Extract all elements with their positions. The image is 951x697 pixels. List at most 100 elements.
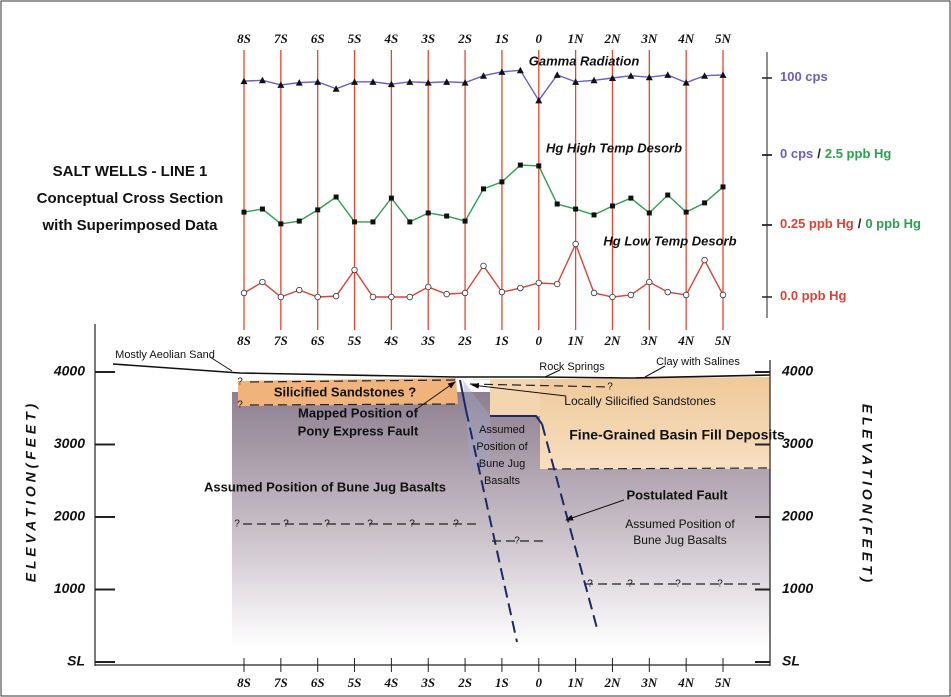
y-tick-label: 0 cps/2.5 ppb Hg (780, 146, 891, 161)
y-tick-label: 0 cps (780, 146, 813, 161)
marker (518, 285, 524, 291)
annotation: Clay with Salines (656, 356, 740, 368)
x-tick-label: 3S (420, 31, 435, 46)
marker (536, 280, 542, 286)
y-tick-label: 100 cps (780, 69, 828, 84)
x-tick-label: 0 (536, 31, 543, 46)
marker (573, 241, 579, 247)
marker (260, 279, 266, 285)
y-tick-label: 3000 (54, 435, 85, 451)
unknown-marker: ? (717, 579, 723, 590)
marker (444, 214, 449, 219)
unknown-marker: ? (283, 519, 289, 530)
x-tick-label: 6S (311, 31, 325, 46)
x-tick-label: 2N (604, 675, 622, 690)
x-tick-label: 1S (495, 333, 509, 348)
marker (260, 207, 265, 212)
marker (683, 292, 689, 298)
marker (297, 219, 302, 224)
marker (333, 293, 339, 299)
x-tick-label: 1N (568, 333, 585, 348)
marker (334, 195, 339, 200)
x-tick-label: 2N (604, 333, 622, 348)
y-axis-title: E L E V A T I O N ( F E E T ) (23, 403, 39, 582)
y-tick-label: 2000 (53, 508, 85, 524)
y-tick-label: 0.0 ppb Hg (780, 288, 847, 303)
marker (242, 210, 247, 215)
annotation: Bune Jug Basalts (633, 533, 726, 547)
x-tick-label: 5S (348, 675, 362, 690)
x-tick-label: 2S (457, 31, 472, 46)
annotation: Silicified Sandstones ? (274, 384, 416, 399)
marker (241, 290, 247, 296)
y-tick-label: 0.0 ppb Hg (780, 288, 847, 303)
x-tick-label: 3N (640, 31, 658, 46)
x-tick-label: 0 (536, 333, 543, 348)
x-tick-label: 7S (274, 675, 288, 690)
x-tick-label: 8S (237, 333, 251, 348)
marker (370, 219, 375, 224)
marker (407, 219, 412, 224)
unknown-marker: ? (587, 579, 593, 590)
unknown-marker: ? (234, 519, 240, 530)
annotation: Basalts (484, 475, 521, 487)
marker (407, 294, 413, 300)
marker (554, 281, 560, 287)
marker (628, 196, 633, 201)
series-label: Hg High Temp Desorb (546, 140, 682, 155)
y-tick-label: 2000 (781, 508, 813, 524)
marker (278, 294, 284, 300)
x-tick-label: 4N (677, 31, 695, 46)
x-tick-label: 1N (568, 675, 585, 690)
series-label: Hg Low Temp Desorb (603, 233, 736, 248)
unknown-marker: ? (367, 519, 373, 530)
marker (315, 207, 320, 212)
unknown-marker: ? (409, 519, 415, 530)
unknown-marker: ? (514, 536, 520, 547)
x-tick-label: 2N (604, 31, 622, 46)
marker (591, 290, 597, 296)
unknown-marker: ? (453, 519, 459, 530)
x-tick-label: 1S (495, 31, 509, 46)
x-tick-label: 8S (237, 675, 251, 690)
marker (370, 294, 376, 300)
separator: / (858, 216, 862, 231)
y-tick-label: 4000 (781, 363, 813, 379)
x-tick-label: 2S (457, 333, 472, 348)
y-tick-label: 2.5 ppb Hg (825, 146, 892, 161)
y-tick-label: 1000 (782, 580, 813, 596)
marker (721, 184, 726, 189)
marker (647, 279, 653, 285)
x-tick-label: 3N (640, 333, 658, 348)
x-tick-label: 3S (420, 333, 435, 348)
x-tick-label: 4S (384, 333, 399, 348)
marker (665, 289, 671, 295)
marker (425, 284, 431, 290)
marker (647, 210, 652, 215)
marker (702, 257, 708, 263)
y-tick-label: 100 cps (780, 69, 828, 84)
marker (444, 291, 450, 297)
marker (610, 294, 616, 300)
unknown-marker: ? (324, 519, 330, 530)
annotation: Pony Express Fault (298, 423, 419, 438)
x-tick-label: 5S (348, 333, 362, 348)
x-tick-label: 5S (348, 31, 362, 46)
x-tick-label: 0 (536, 675, 543, 690)
x-tick-label: 1S (495, 675, 509, 690)
y-tick-label: 0 ppb Hg (865, 216, 921, 231)
x-tick-label: 5N (715, 675, 732, 690)
annotation: Bune Jug (479, 458, 525, 470)
basin-fill (540, 377, 770, 469)
marker (518, 163, 523, 168)
y-tick-label: 0.25 ppb Hg (780, 216, 854, 231)
title: with Superimposed Data (41, 217, 218, 234)
marker (481, 263, 487, 269)
y-tick-label: 3000 (782, 435, 813, 451)
y-tick-label: 4000 (53, 363, 85, 379)
annotation: Position of (476, 441, 528, 453)
x-tick-label: 2S (457, 675, 472, 690)
x-tick-label: 4S (384, 31, 399, 46)
unknown-marker: ? (607, 382, 613, 393)
x-tick-label: 6S (311, 675, 325, 690)
